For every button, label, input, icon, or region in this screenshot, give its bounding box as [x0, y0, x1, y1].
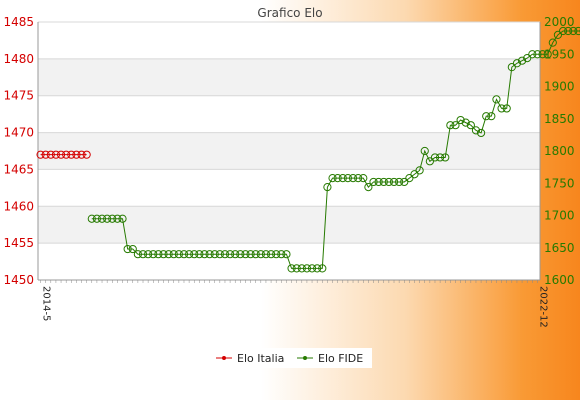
y-right-tick-label: 1700 — [544, 209, 575, 223]
legend: Elo Italia Elo FIDE — [210, 348, 372, 368]
y-left-tick-label: 1450 — [3, 273, 34, 287]
legend-label-elo-italia: Elo Italia — [237, 352, 284, 365]
grid-band — [38, 59, 540, 96]
y-right-tick-label: 1950 — [544, 47, 575, 61]
y-left-tick-label: 1460 — [3, 199, 34, 213]
y-right-tick-label: 1600 — [544, 273, 575, 287]
legend-dot-elo-italia — [222, 356, 226, 360]
y-axis-right: 1600 1650 1700 1750 1800 1850 1900 1950 2000 — [544, 15, 575, 287]
chart-title: Grafico Elo — [257, 6, 322, 20]
grid-band — [38, 133, 540, 170]
y-left-tick-label: 1475 — [3, 89, 34, 103]
plot-background — [38, 22, 540, 280]
y-right-tick-label: 1800 — [544, 144, 575, 158]
grid-band — [38, 206, 540, 243]
y-left-tick-label: 1465 — [3, 162, 34, 176]
y-right-tick-label: 2000 — [544, 15, 575, 29]
legend-dot-elo-fide — [303, 356, 307, 360]
y-right-tick-label: 1900 — [544, 80, 575, 94]
y-left-tick-label: 1480 — [3, 52, 34, 66]
y-left-tick-label: 1470 — [3, 126, 34, 140]
y-right-tick-label: 1850 — [544, 112, 575, 126]
y-right-tick-label: 1650 — [544, 241, 575, 255]
x-tick-label-first: 2014-5 — [41, 286, 52, 321]
y-left-tick-label: 1455 — [3, 236, 34, 250]
x-tick-label-last: 2022-12 — [537, 286, 548, 328]
legend-label-elo-fide: Elo FIDE — [318, 352, 363, 365]
x-axis: 2014-5 2022-12 — [41, 280, 549, 328]
y-right-tick-label: 1750 — [544, 176, 575, 190]
y-left-tick-label: 1485 — [3, 15, 34, 29]
y-axis-left: 1450 1455 1460 1465 1470 1475 1480 1485 — [3, 15, 34, 287]
